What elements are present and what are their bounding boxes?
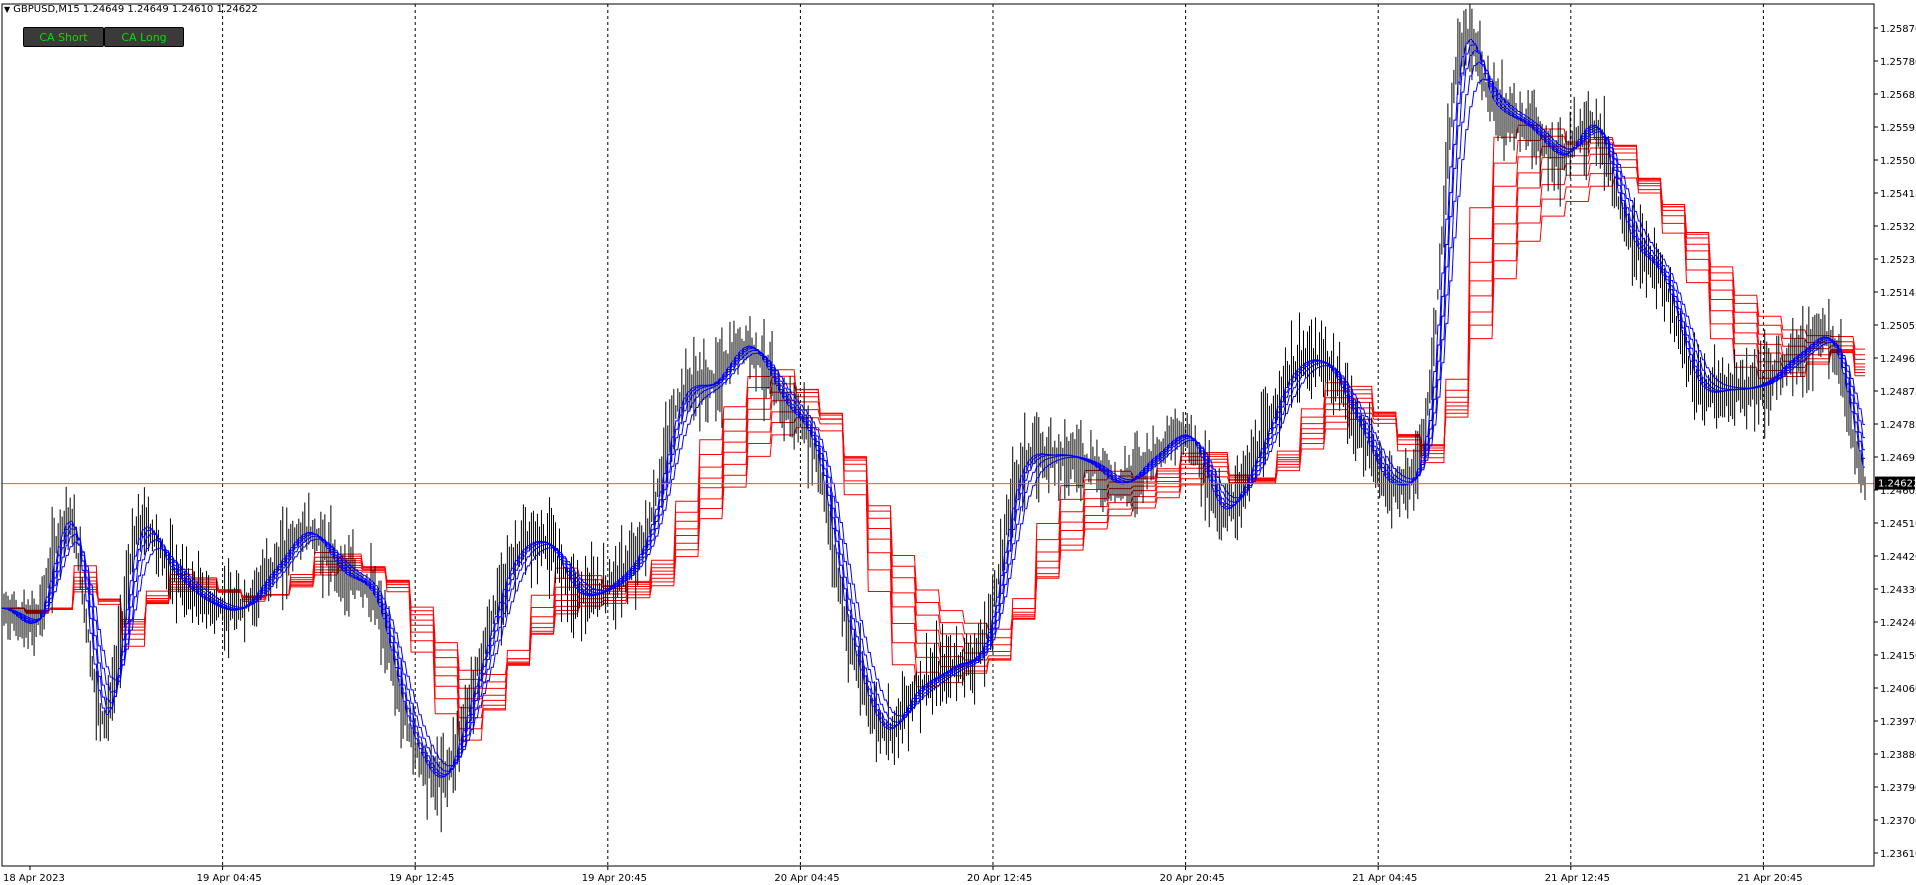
ca-long-button[interactable]: CA Long [104, 27, 184, 47]
y-tick-label: 1.24330 [1880, 585, 1916, 596]
red-moving-average-lines [2, 124, 1865, 741]
y-tick-label: 1.24510 [1880, 519, 1916, 530]
red-ma-line [2, 142, 1865, 719]
x-tick-label: 19 Apr 04:45 [197, 873, 262, 884]
y-tick-label: 1.23610 [1880, 849, 1916, 860]
plot-border [1, 3, 1875, 867]
y-tick-label: 1.25595 [1880, 123, 1916, 134]
x-tick-label: 18 Apr 2023 [3, 873, 65, 884]
blue-ma-line [2, 39, 1865, 778]
y-tick-label: 1.25780 [1880, 57, 1916, 68]
y-tick-label: 1.24875 [1880, 387, 1916, 398]
red-ma-line [2, 135, 1865, 730]
y-tick-label: 1.25870 [1880, 24, 1916, 35]
y-tick-label: 1.25685 [1880, 90, 1916, 101]
y-tick-label: 1.25415 [1880, 189, 1916, 200]
x-tick-label: 20 Apr 20:45 [1160, 873, 1225, 884]
red-ma-line [2, 152, 1865, 700]
red-ma-line [2, 159, 1865, 689]
red-ma-line [2, 147, 1865, 709]
y-tick-label: 1.25145 [1880, 288, 1916, 299]
collapse-triangle-icon[interactable]: ▼ [4, 5, 11, 14]
red-ma-line [2, 166, 1865, 683]
chart-frame [1, 3, 1875, 867]
y-tick-label: 1.23970 [1880, 717, 1916, 728]
red-ma-line [2, 177, 1865, 675]
y-tick-label: 1.23790 [1880, 783, 1916, 794]
x-tick-label: 21 Apr 04:45 [1352, 873, 1417, 884]
price-axis: 1.25870 1.25780 1.25685 1.25595 1.25505 1.254… [1874, 24, 1916, 860]
y-tick-label: 1.24695 [1880, 453, 1916, 464]
y-tick-label: 1.24605 [1880, 486, 1916, 497]
x-tick-label: 21 Apr 20:45 [1737, 873, 1802, 884]
y-tick-label: 1.25055 [1880, 321, 1916, 332]
chart-header: ▼ GBPUSD,M15 1.24649 1.24649 1.24610 1.24… [4, 4, 258, 15]
vertical-grid-lines [222, 4, 1764, 866]
y-tick-label: 1.25325 [1880, 222, 1916, 233]
x-tick-label: 19 Apr 20:45 [582, 873, 647, 884]
y-tick-label: 1.24420 [1880, 552, 1916, 563]
red-ma-line [2, 124, 1865, 741]
y-tick-label: 1.23700 [1880, 816, 1916, 827]
ca-short-button[interactable]: CA Short [23, 27, 104, 47]
y-tick-label: 1.24060 [1880, 684, 1916, 695]
time-axis: 18 Apr 2023 19 Apr 04:45 19 Apr 12:45 19 Ap… [3, 866, 1803, 884]
x-tick-label: 19 Apr 12:45 [389, 873, 454, 884]
symbol-info: GBPUSD,M15 1.24649 1.24649 1.24610 1.246… [13, 4, 258, 15]
y-tick-label: 1.24150 [1880, 651, 1916, 662]
current-price-tag: 1.24622 [1875, 476, 1916, 490]
y-tick-label: 1.25505 [1880, 156, 1916, 167]
blue-ma-line [2, 50, 1865, 776]
x-tick-label: 21 Apr 12:45 [1545, 873, 1610, 884]
y-tick-label: 1.24785 [1880, 420, 1916, 431]
blue-ma-line [2, 78, 1865, 767]
y-tick-label: 1.25235 [1880, 255, 1916, 266]
blue-ma-line [2, 44, 1865, 777]
x-tick-label: 20 Apr 12:45 [967, 873, 1032, 884]
x-tick-label: 20 Apr 04:45 [774, 873, 839, 884]
candlestick-series [1, 3, 1866, 833]
y-tick-label: 1.23880 [1880, 750, 1916, 761]
blue-ma-line [2, 61, 1865, 772]
price-tag-bg [1875, 476, 1915, 490]
price-tag-label: 1.24622 [1878, 479, 1916, 490]
blue-moving-average-lines [2, 39, 1865, 778]
y-tick-label: 1.24240 [1880, 618, 1916, 629]
y-tick-label: 1.24965 [1880, 354, 1916, 365]
